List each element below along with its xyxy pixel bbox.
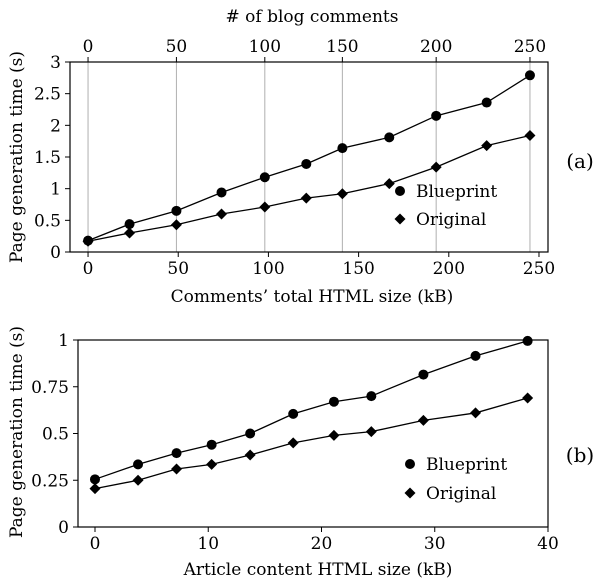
- y-tick-label-b-2: 0.5: [42, 425, 69, 445]
- data-point-a-blueprint-4: [259, 172, 270, 183]
- y-tick-label-a-1: 0.5: [34, 211, 61, 231]
- panel-label-b: (b): [566, 443, 594, 467]
- data-point-b-blueprint-10: [522, 335, 533, 346]
- x-tick-label-b-4: 40: [537, 534, 559, 554]
- data-point-b-original-3: [206, 458, 218, 470]
- data-point-b-blueprint-9: [470, 350, 481, 361]
- legend-marker-a-blueprint: [395, 186, 405, 196]
- data-point-a-blueprint-8: [431, 110, 442, 121]
- data-point-b-blueprint-1: [133, 459, 144, 470]
- y-tick-label-a-3: 1.5: [34, 148, 61, 168]
- data-point-a-blueprint-9: [481, 97, 492, 108]
- x-axis-title-b: Article content HTML size (kB): [183, 560, 453, 580]
- data-point-b-blueprint-7: [366, 391, 377, 402]
- y-axis-title-a: Page generation time (s): [7, 51, 27, 263]
- legend-marker-a-original: [394, 213, 406, 225]
- y-tick-label-b-3: 0.75: [31, 378, 69, 398]
- y-tick-label-a-4: 2: [50, 116, 61, 136]
- y-axis-title-b: Page generation time (s): [7, 326, 27, 538]
- top-x-tick-label-a-2: 100: [249, 37, 281, 57]
- y-tick-label-b-0: 0: [58, 518, 69, 538]
- y-tick-label-a-0: 0: [50, 243, 61, 263]
- x-tick-label-a-2: 100: [252, 259, 284, 279]
- data-point-b-original-8: [417, 414, 429, 426]
- legend-label-a-blueprint: Blueprint: [416, 182, 497, 202]
- data-point-b-original-0: [89, 483, 101, 495]
- data-point-b-original-1: [132, 474, 144, 486]
- data-point-b-blueprint-5: [288, 408, 299, 419]
- top-x-tick-label-a-5: 250: [514, 37, 546, 57]
- data-point-a-original-4: [259, 201, 271, 213]
- data-point-a-blueprint-3: [216, 187, 227, 198]
- x-tick-label-b-2: 20: [311, 534, 333, 554]
- data-point-b-original-2: [171, 463, 183, 475]
- data-point-b-original-4: [244, 449, 256, 461]
- x-tick-label-b-3: 30: [424, 534, 446, 554]
- data-point-b-original-5: [287, 437, 299, 449]
- data-point-b-original-9: [470, 407, 482, 419]
- data-point-a-original-3: [216, 208, 228, 220]
- top-x-tick-label-a-3: 150: [326, 37, 358, 57]
- series-line-b-original: [94, 397, 528, 490]
- x-tick-label-b-1: 10: [197, 534, 219, 554]
- data-point-a-original-8: [430, 161, 442, 173]
- x-tick-label-a-4: 200: [433, 259, 465, 279]
- y-tick-label-b-1: 0.25: [31, 471, 69, 491]
- top-x-tick-label-a-0: 0: [83, 37, 94, 57]
- y-tick-label-a-5: 2.5: [34, 85, 61, 105]
- data-point-a-blueprint-5: [301, 158, 312, 169]
- y-tick-label-a-2: 1: [50, 180, 61, 200]
- data-point-a-blueprint-1: [124, 219, 135, 230]
- data-point-a-original-5: [300, 192, 312, 204]
- legend-marker-b-original: [404, 487, 416, 499]
- data-point-a-original-0: [82, 235, 94, 247]
- panel-label-a: (a): [566, 149, 594, 173]
- data-point-b-original-7: [365, 426, 377, 438]
- data-point-a-original-7: [383, 178, 395, 190]
- chart-panel-b: Article content HTML size (kB) Page gene…: [7, 326, 594, 580]
- legend-label-b-blueprint: Blueprint: [426, 455, 507, 475]
- data-point-a-original-2: [170, 219, 182, 231]
- data-point-a-original-10: [524, 129, 536, 141]
- chart-panel-a: # of blog comments Comments’ total HTML …: [7, 7, 594, 307]
- top-x-axis-title-a: # of blog comments: [226, 7, 399, 27]
- data-point-a-original-9: [481, 140, 493, 152]
- x-tick-label-a-3: 150: [342, 259, 374, 279]
- x-tick-label-a-0: 0: [83, 259, 94, 279]
- data-point-b-blueprint-8: [418, 369, 429, 380]
- data-point-b-blueprint-0: [89, 474, 100, 485]
- data-point-b-blueprint-4: [245, 428, 256, 439]
- legend-label-b-original: Original: [426, 484, 496, 504]
- x-tick-label-b-0: 0: [90, 534, 101, 554]
- top-x-tick-label-a-4: 200: [420, 37, 452, 57]
- y-tick-label-a-6: 3: [50, 53, 61, 73]
- data-point-a-blueprint-7: [384, 132, 395, 143]
- data-point-a-original-1: [124, 227, 136, 239]
- data-point-a-blueprint-2: [171, 205, 182, 216]
- data-point-a-blueprint-6: [337, 143, 348, 154]
- data-point-b-blueprint-6: [328, 396, 339, 407]
- legend-marker-b-blueprint: [405, 459, 415, 469]
- data-point-b-original-6: [328, 429, 340, 441]
- data-point-b-blueprint-3: [206, 439, 217, 450]
- data-point-a-original-6: [336, 188, 348, 200]
- x-axis-title-a: Comments’ total HTML size (kB): [171, 287, 454, 307]
- x-tick-label-a-1: 50: [167, 259, 189, 279]
- x-tick-label-a-5: 250: [523, 259, 555, 279]
- data-point-b-blueprint-2: [171, 448, 182, 459]
- data-point-b-original-10: [522, 392, 534, 404]
- y-tick-label-b-4: 1: [58, 331, 69, 351]
- top-x-tick-label-a-1: 50: [166, 37, 188, 57]
- data-point-a-blueprint-10: [524, 70, 535, 81]
- legend-label-a-original: Original: [416, 210, 486, 230]
